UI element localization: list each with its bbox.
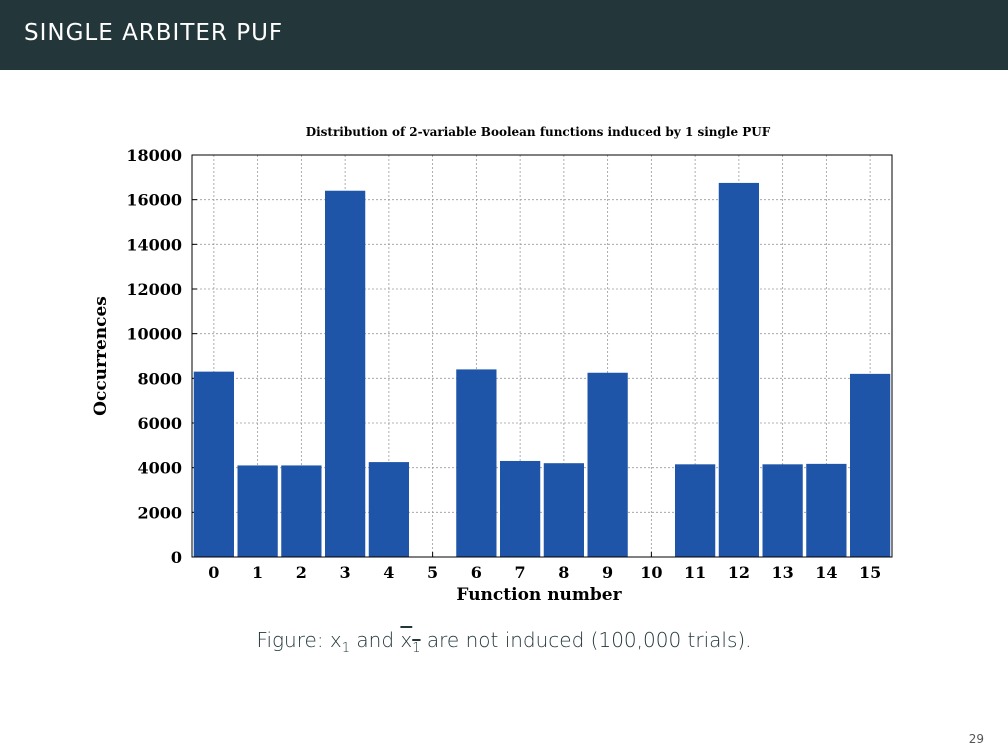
y-tick-label: 4000 (137, 459, 182, 478)
bar-0 (193, 371, 234, 557)
x-tick-label: 9 (602, 563, 613, 582)
bar-15 (850, 373, 891, 557)
x-tick-label: 5 (427, 563, 438, 582)
bar-3 (325, 190, 366, 557)
bar-12 (718, 182, 759, 557)
x-tick-label: 0 (208, 563, 219, 582)
bar-4 (368, 462, 409, 557)
y-tick-label: 2000 (137, 503, 182, 522)
x-tick-label: 1 (252, 563, 263, 582)
y-tick-label: 10000 (126, 325, 182, 344)
plot-frame (191, 154, 893, 558)
y-tick-label: 18000 (126, 146, 182, 165)
slide-title: SINGLE ARBITER PUF (24, 20, 284, 46)
bar-2 (281, 465, 322, 557)
chart-title: Distribution of 2-variable Boolean funct… (306, 125, 771, 139)
grid-lines (192, 154, 892, 558)
y-tick-label: 12000 (126, 280, 182, 299)
x-tick-label: 12 (728, 563, 750, 582)
x-tick-label: 3 (340, 563, 351, 582)
bar-chart: Distribution of 2-variable Boolean funct… (91, 125, 893, 605)
x-tick-label: 10 (640, 563, 662, 582)
y-tick-label: 8000 (137, 369, 182, 388)
x-tick-label: 13 (771, 563, 793, 582)
y-tick-label: 16000 (126, 191, 182, 210)
caption-var1: x1 (329, 628, 351, 656)
x-tick-label: 8 (558, 563, 569, 582)
bar-9 (587, 372, 628, 557)
x-tick-label: 11 (684, 563, 706, 582)
x-tick-label: 4 (383, 563, 394, 582)
y-tick-label: 14000 (126, 235, 182, 254)
bar-7 (500, 460, 541, 557)
page-number: 29 (968, 732, 984, 746)
caption-var2-negated: x1 (400, 628, 421, 656)
x-axis-label: Function number (456, 585, 622, 605)
x-tick-label: 2 (296, 563, 307, 582)
y-axis-label: Occurrences (91, 296, 111, 416)
y-tick-label: 0 (171, 548, 182, 567)
slide-header: SINGLE ARBITER PUF (0, 0, 1008, 70)
bars (193, 182, 891, 557)
caption-label: Figure: (256, 628, 324, 652)
y-tick-label: 6000 (137, 414, 182, 433)
x-tick-label: 7 (515, 563, 526, 582)
bar-8 (543, 463, 584, 557)
bar-13 (762, 464, 803, 557)
bar-6 (456, 369, 497, 557)
x-tick-labels: 0 1 2 3 4 5 6 7 8 9 10 11 12 13 14 15 (208, 563, 881, 582)
x-tick-label: 6 (471, 563, 482, 582)
x-tick-label: 15 (859, 563, 881, 582)
caption-rest: are not induced (100,000 trials). (426, 628, 752, 652)
figure-caption: Figure: x1 and x1 are not induced (100,0… (0, 628, 1008, 656)
caption-and: and (356, 628, 395, 652)
bar-14 (806, 463, 847, 557)
x-tick-label: 14 (815, 563, 837, 582)
bar-11 (675, 464, 716, 557)
y-tick-labels: 0 2000 4000 6000 8000 10000 12000 14000 16000 180… (126, 146, 182, 567)
bar-1 (237, 465, 278, 557)
